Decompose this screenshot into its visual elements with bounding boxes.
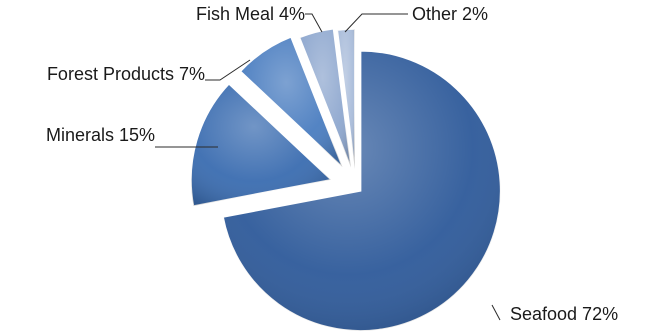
label-minerals: Minerals 15% <box>46 125 155 145</box>
leader-line-fish-meal <box>305 13 323 33</box>
slice-shading-fish-meal <box>299 28 352 168</box>
leader-line-other <box>344 13 408 33</box>
slice-shading-forest-products <box>240 36 343 168</box>
leader-line-seafood <box>491 304 501 321</box>
leader-line-forest-products <box>205 59 251 81</box>
leader-lines <box>155 13 501 321</box>
label-forest-products: Forest Products 7% <box>47 64 205 84</box>
slice-shading-other <box>337 29 355 170</box>
label-other: Other 2% <box>412 4 488 24</box>
slice-labels: Seafood 72% Minerals 15% Forest Products 7… <box>46 4 618 324</box>
slice-shading-minerals <box>191 83 332 206</box>
slice-shading-seafood <box>223 50 501 331</box>
pie-slices <box>190 27 502 332</box>
label-fish-meal: Fish Meal 4% <box>196 4 305 24</box>
label-seafood: Seafood 72% <box>510 304 618 324</box>
